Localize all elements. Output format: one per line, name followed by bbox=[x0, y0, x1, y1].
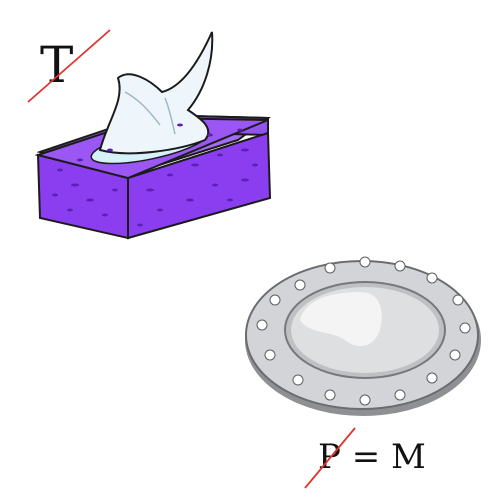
equals-sign: = bbox=[351, 437, 381, 477]
tissue-paper bbox=[98, 31, 214, 155]
tissue-box-dots bbox=[52, 123, 258, 227]
tissue-box-side bbox=[127, 131, 272, 240]
plate-flowers bbox=[256, 256, 471, 406]
letter-equation: P = M bbox=[318, 440, 426, 474]
tissue-fold bbox=[124, 91, 161, 126]
tissue-fold bbox=[164, 97, 176, 135]
plate-shine bbox=[300, 292, 382, 347]
replacement-letter: M bbox=[391, 437, 426, 477]
removed-letter: P bbox=[318, 437, 341, 477]
